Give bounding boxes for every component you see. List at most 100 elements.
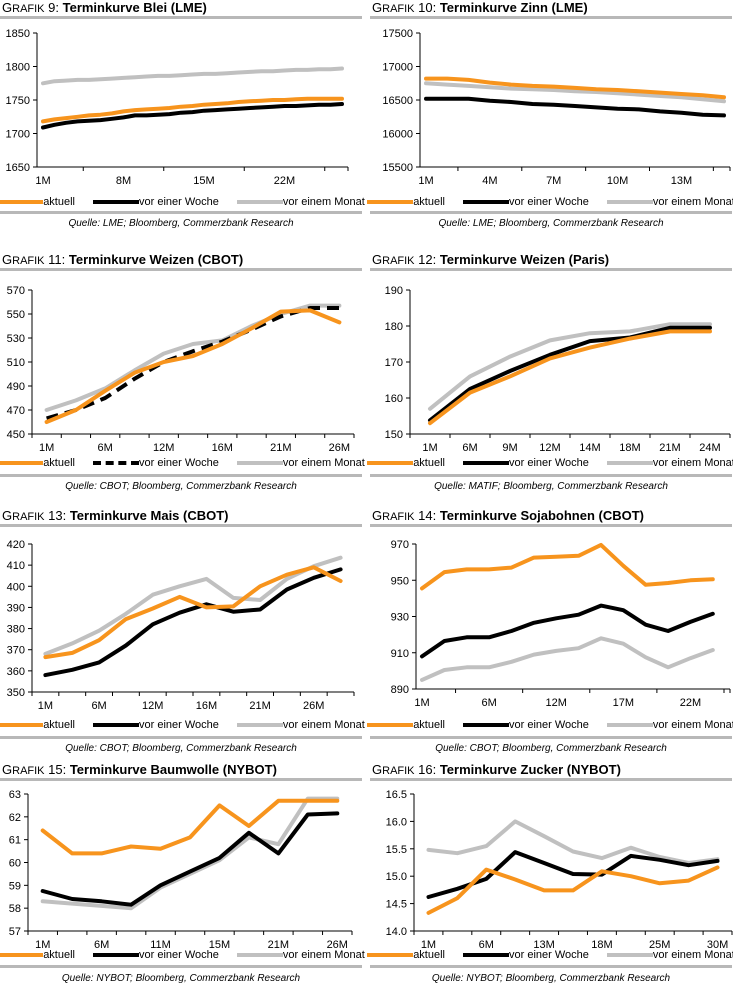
x-tick-label: 12M — [539, 442, 560, 454]
series-line-vor-einem-Monat — [426, 819, 720, 865]
legend-swatch — [236, 723, 283, 727]
y-tick-label: 62 — [9, 812, 21, 824]
x-tick-label: 11M — [150, 939, 171, 951]
series-line-vor-einem-Monat — [420, 636, 715, 682]
legend-item: aktuell — [367, 719, 445, 731]
y-tick-label: 890 — [391, 684, 409, 696]
x-tick-label: 21M — [659, 442, 680, 454]
y-tick-label: 570 — [7, 285, 25, 297]
plot-area: 57 58 59 60 61 62 63 1M 6M 11M 15M 21M 26M — [9, 789, 353, 951]
chart-title-text: Terminkurve Weizen (CBOT) — [68, 252, 244, 267]
series-line-aktuell — [428, 329, 712, 426]
x-tick-label: 30M — [707, 939, 728, 951]
y-tick-label: 180 — [385, 321, 403, 333]
legend-label: vor einer Woche — [138, 457, 219, 469]
series-line-vor-einer-Woche — [424, 96, 726, 118]
y-tick-label: 16.0 — [386, 816, 407, 828]
legend-item: vor einem Monat — [606, 196, 733, 208]
legend-label: vor einem Monat — [652, 719, 733, 731]
legend-label: aktuell — [43, 719, 75, 731]
x-tick-label: 6M — [98, 442, 113, 454]
plot-area: 1650 1700 1750 1800 1850 1M 8M 15M 22M — [6, 28, 349, 187]
title-divider — [370, 524, 732, 527]
y-tick-label: 1850 — [6, 28, 30, 40]
x-tick-label: 18M — [619, 442, 640, 454]
y-tick-label: 1650 — [6, 162, 30, 174]
chart-title-text: Terminkurve Sojabohnen (CBOT) — [439, 508, 644, 523]
legend-swatch — [236, 200, 283, 204]
legend-label: aktuell — [413, 719, 445, 731]
legend: aktuell vor einer Woche vor einem Monat — [367, 195, 733, 209]
legend: aktuell vor einer Woche vor einem Monat — [367, 948, 733, 962]
legend-label: vor einem Monat — [282, 196, 365, 208]
legend-item: vor einem Monat — [606, 457, 733, 469]
chart-number: GRAFIK 11: — [2, 252, 69, 267]
legend-item: vor einer Woche — [92, 719, 219, 731]
series-line-aktuell — [40, 798, 340, 856]
legend-label: vor einem Monat — [652, 196, 733, 208]
legend-swatch — [606, 953, 653, 957]
series-line-vor-einer-Woche — [46, 306, 340, 421]
x-tick-label: 1M — [421, 939, 436, 951]
legend-swatch — [92, 461, 139, 465]
legend-label: vor einer Woche — [138, 949, 219, 961]
y-tick-label: 15.5 — [386, 844, 407, 856]
grafik-14: GRAFIK 14: Terminkurve Sojabohnen (CBOT)… — [367, 508, 733, 757]
y-tick-label: 170 — [385, 357, 403, 369]
chart-title: GRAFIK 15: Terminkurve Baumwolle (NYBOT) — [2, 762, 277, 779]
footer-divider — [0, 474, 362, 477]
legend-item: aktuell — [0, 196, 75, 208]
grafik-15: GRAFIK 15: Terminkurve Baumwolle (NYBOT)… — [0, 762, 365, 987]
legend-swatch — [367, 200, 414, 204]
series-line-aktuell — [420, 542, 715, 591]
legend-swatch — [462, 461, 509, 465]
legend-item: vor einem Monat — [236, 719, 365, 731]
y-tick-label: 160 — [385, 393, 403, 405]
y-tick-label: 1750 — [6, 95, 30, 107]
series-line-aktuell — [44, 308, 342, 424]
legend-label: vor einer Woche — [508, 457, 589, 469]
y-tick-label: 60 — [9, 858, 21, 870]
y-tick-label: 15.0 — [386, 871, 407, 883]
footer-divider — [370, 474, 732, 477]
y-tick-label: 410 — [7, 560, 25, 572]
grafik-12: GRAFIK 12: Terminkurve Weizen (Paris) 150… — [367, 252, 733, 495]
y-tick-label: 14.5 — [386, 899, 407, 911]
chart-number: GRAFIK 15: — [2, 762, 70, 777]
y-tick-label: 16.5 — [386, 789, 407, 801]
source-note: Quelle: NYBOT; Bloomberg, Commerzbank Re… — [61, 973, 301, 984]
legend-swatch — [606, 723, 653, 727]
x-tick-label: 1M — [414, 697, 429, 709]
x-tick-label: 12M — [546, 697, 567, 709]
legend: aktuell vor einer Woche vor einem Monat — [0, 718, 365, 732]
x-tick-label: 21M — [270, 442, 291, 454]
chart-title-text: Terminkurve Baumwolle (NYBOT) — [69, 762, 277, 777]
x-tick-label: 26M — [327, 939, 348, 951]
x-tick-label: 6M — [479, 939, 494, 951]
legend-label: vor einem Monat — [652, 457, 733, 469]
legend-label: vor einer Woche — [138, 196, 219, 208]
x-tick-label: 12M — [153, 442, 174, 454]
y-tick-label: 370 — [7, 645, 25, 657]
grafik-10: GRAFIK 10: Terminkurve Zinn (LME) 15500 16… — [367, 0, 733, 232]
y-tick-label: 530 — [7, 333, 25, 345]
y-tick-label: 510 — [7, 357, 25, 369]
legend-item: aktuell — [0, 457, 75, 469]
legend-item: vor einer Woche — [462, 457, 589, 469]
legend-swatch — [0, 723, 44, 727]
chart-title: GRAFIK 10: Terminkurve Zinn (LME) — [372, 0, 588, 17]
legend-item: vor einer Woche — [92, 949, 219, 961]
legend-swatch — [0, 953, 44, 957]
title-divider — [370, 268, 732, 271]
footer-divider — [370, 736, 732, 739]
plot-area: 150 160 170 180 190 1M 6M 9M 12M 14M 18M 21M 24M — [385, 285, 731, 454]
series-line-vor-einem-Monat — [424, 81, 726, 104]
legend-swatch — [462, 723, 509, 727]
source-note: Quelle: CBOT; Bloomberg, Commerzbank Res… — [65, 743, 297, 754]
legend-label: vor einer Woche — [508, 196, 589, 208]
series-line-vor-einer-Woche — [428, 325, 712, 423]
title-divider — [0, 524, 362, 527]
source-note: Quelle: LME; Bloomberg, Commerzbank Rese… — [438, 218, 664, 229]
legend-label: vor einer Woche — [508, 949, 589, 961]
footer-divider — [370, 211, 732, 214]
